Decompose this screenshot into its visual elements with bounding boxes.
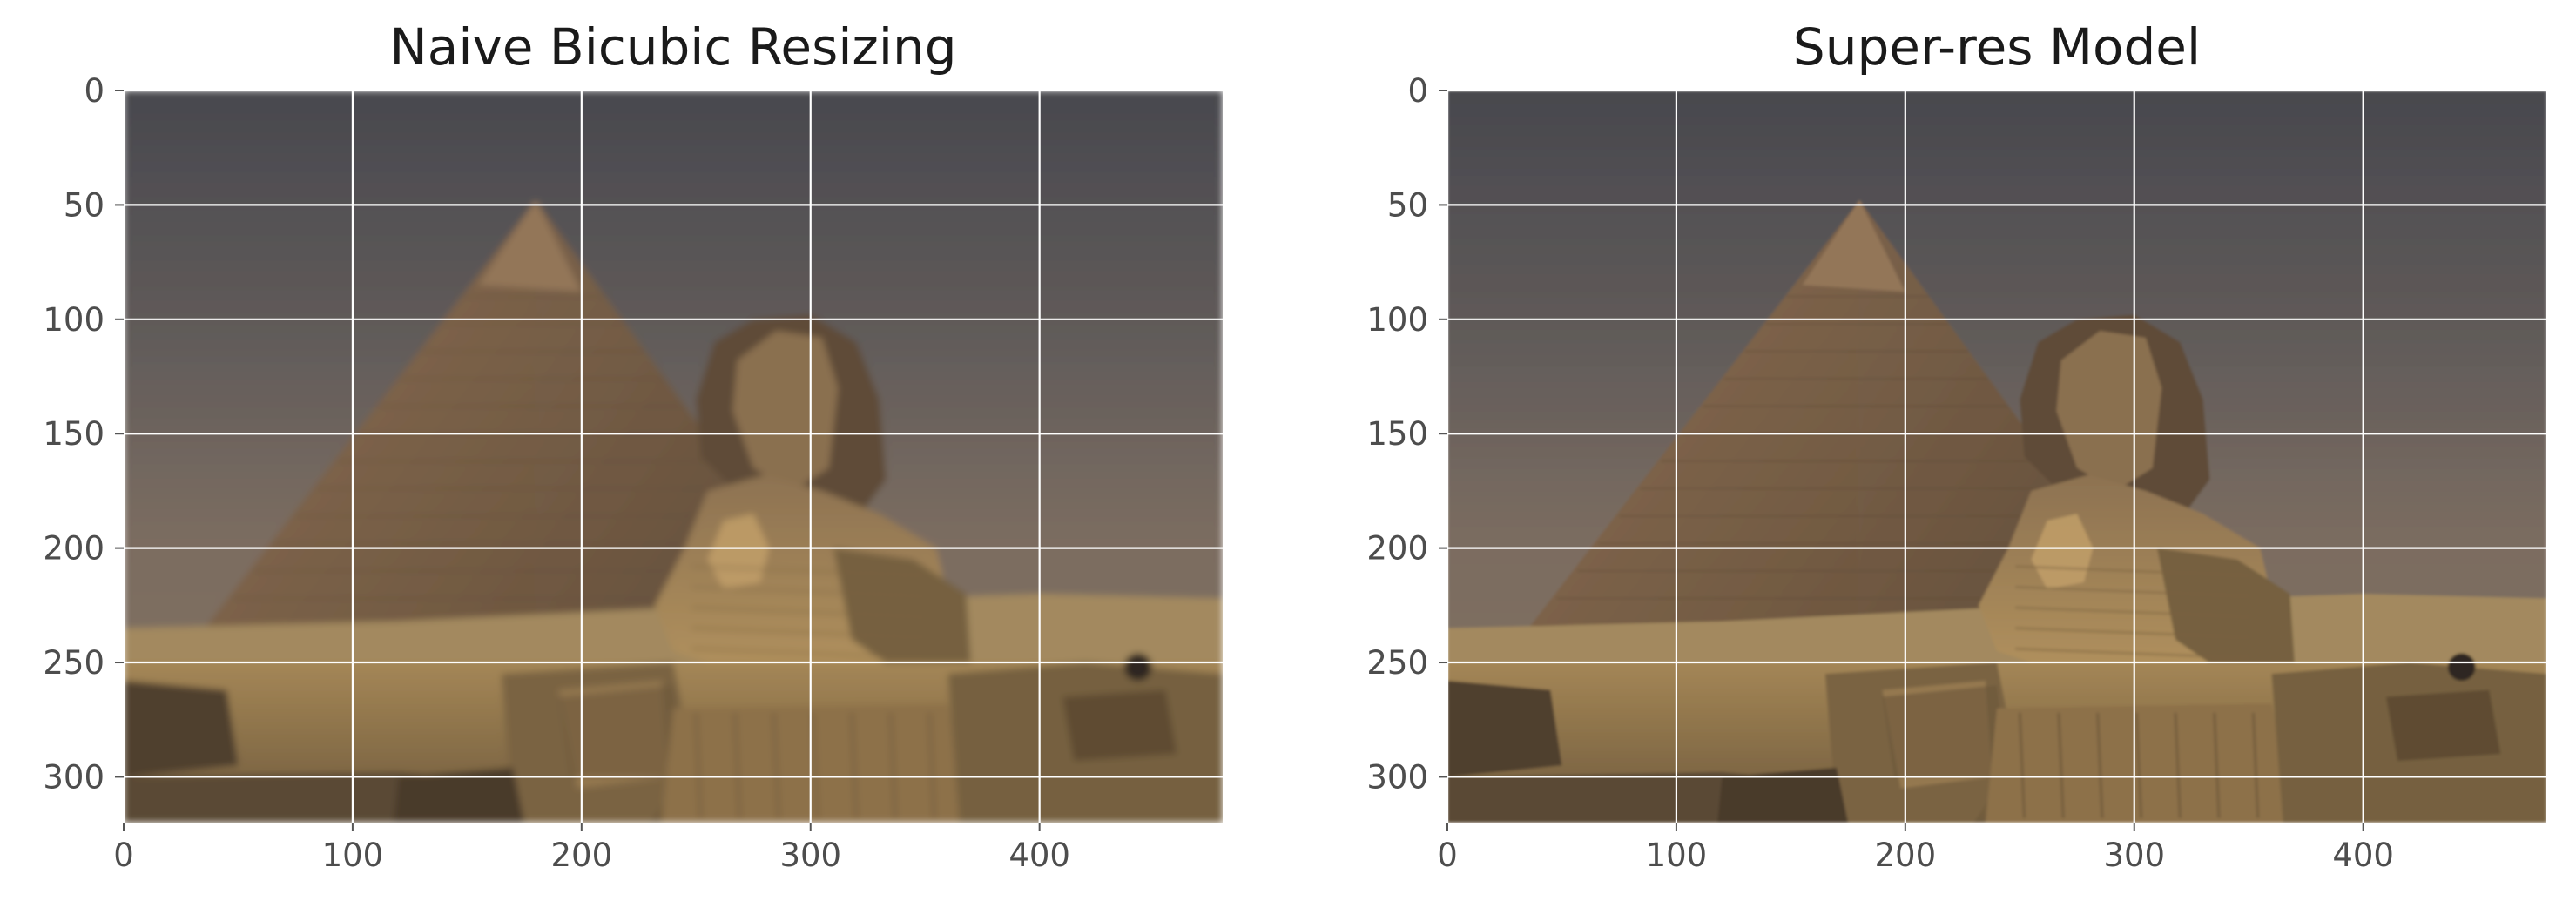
photo-image <box>124 91 1223 823</box>
x-tick-label: 0 <box>113 837 134 874</box>
y-tick-label: 50 <box>64 186 105 224</box>
y-tick-label: 100 <box>1366 301 1428 339</box>
panel-title: Naive Bicubic Resizing <box>389 17 956 77</box>
x-tick-label: 300 <box>779 837 841 874</box>
y-tick-label: 50 <box>1387 186 1428 224</box>
photo-image <box>1447 91 2546 823</box>
y-tick-label: 150 <box>43 415 105 453</box>
y-tick-label: 100 <box>43 301 105 339</box>
y-tick-label: 150 <box>1366 415 1428 453</box>
y-tick-label: 0 <box>84 72 105 110</box>
panel-title: Super-res Model <box>1793 17 2201 77</box>
grid <box>1446 89 2546 823</box>
y-tick-label: 250 <box>1366 644 1428 682</box>
x-tick-label: 400 <box>1008 837 1070 874</box>
y-tick-label: 0 <box>1407 72 1428 110</box>
panel-super-res: 0 100 200 300 400 0 50 100 150 200 250 300 Super-res… <box>1366 17 2546 874</box>
x-tick-label: 100 <box>1646 837 1708 874</box>
x-tick-label: 0 <box>1437 837 1458 874</box>
y-tick-label: 300 <box>1366 758 1428 796</box>
x-tick-label: 200 <box>551 837 613 874</box>
panel-naive-bicubic: 0 100 200 300 400 0 50 100 150 200 250 300 Naive Bic… <box>43 17 1223 874</box>
y-tick-label: 200 <box>1366 530 1428 568</box>
x-tick-label: 200 <box>1875 837 1937 874</box>
y-tick-label: 300 <box>43 758 105 796</box>
grid <box>122 89 1223 823</box>
x-tick-label: 300 <box>2103 837 2165 874</box>
x-tick-label: 400 <box>2332 837 2394 874</box>
y-tick-label: 250 <box>43 644 105 682</box>
x-tick-label: 100 <box>322 837 384 874</box>
y-tick-label: 200 <box>43 530 105 568</box>
